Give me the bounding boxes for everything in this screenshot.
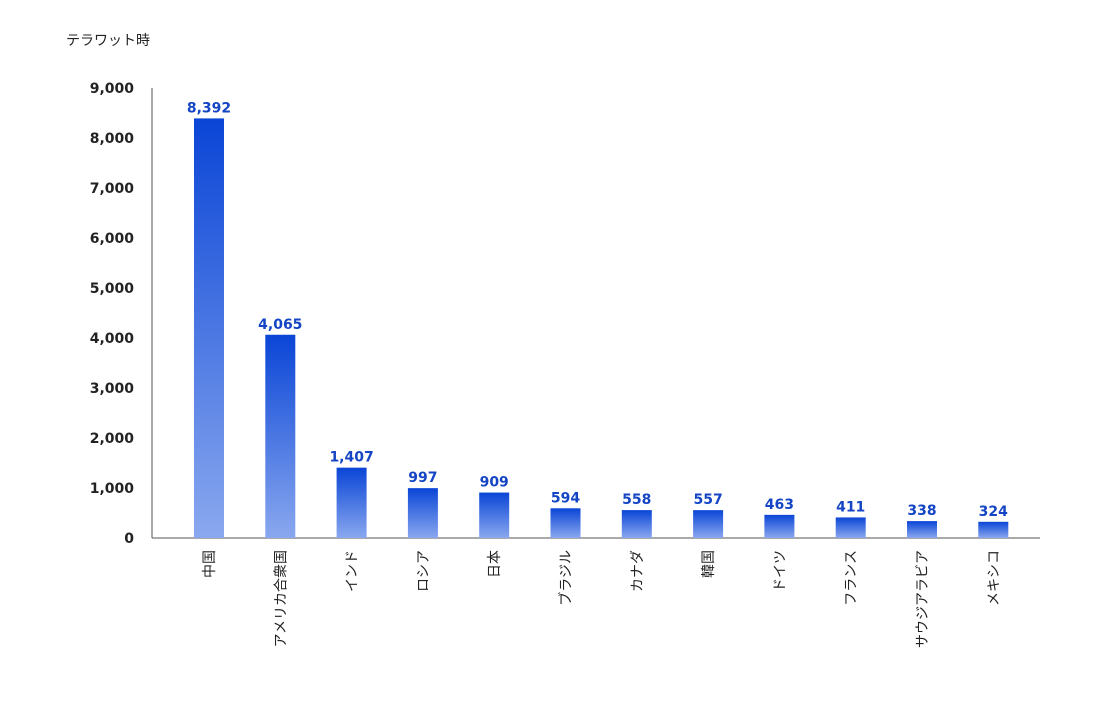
bar-value-label: 558: [622, 492, 651, 508]
category-label: ロシア: [416, 550, 432, 592]
y-tick-label: 5,000: [90, 281, 135, 297]
bar: [194, 118, 224, 539]
category-label: 中国: [202, 550, 218, 578]
category-label: フランス: [844, 550, 860, 606]
y-tick-label: 2,000: [90, 431, 135, 447]
bar: [835, 517, 866, 538]
y-tick-label: 1,000: [90, 481, 135, 497]
y-tick-label: 3,000: [90, 381, 135, 397]
y-axis-ticks: 0 1,000 2,000 3,000 4,000 5,000 6,000 7,000 8,00…: [90, 81, 135, 547]
bar: [764, 514, 795, 538]
bar: [978, 521, 1009, 538]
bar-value-label: 997: [408, 470, 437, 486]
bar: [479, 492, 510, 538]
bar-value-label: 463: [765, 497, 794, 513]
bar: [621, 510, 652, 538]
bar-value-label: 8,392: [187, 100, 231, 116]
category-label: 日本: [487, 550, 503, 578]
bar-value-label: 557: [693, 492, 722, 508]
bar: [907, 521, 937, 538]
bar: [265, 334, 296, 538]
data-labels: 8,392 4,065 1,407 997 909 594 558 557 463 411 338 3…: [187, 100, 1008, 519]
category-label: アメリカ合衆国: [273, 550, 289, 647]
category-label: カナダ: [630, 550, 646, 592]
axes: [151, 88, 1040, 539]
bar-value-label: 1,407: [329, 450, 373, 466]
y-axis-unit-label: テラワット時: [66, 33, 150, 49]
bar-value-label: 594: [551, 490, 580, 506]
y-tick-label: 6,000: [90, 231, 135, 247]
category-label: 韓国: [701, 550, 717, 578]
bar-value-label: 324: [979, 504, 1008, 520]
category-label: ドイツ: [772, 550, 788, 592]
bar-value-label: 909: [480, 475, 509, 491]
y-tick-label: 8,000: [90, 131, 135, 147]
bar: [336, 467, 367, 538]
y-tick-label: 9,000: [90, 81, 135, 97]
y-tick-label: 4,000: [90, 331, 135, 347]
bar: [693, 510, 724, 538]
category-label: インド: [345, 550, 361, 592]
bar: [550, 508, 581, 538]
bar-value-label: 411: [836, 499, 865, 515]
bar-value-label: 4,065: [258, 317, 302, 333]
bar-value-label: 338: [907, 503, 936, 519]
bar: [407, 488, 438, 538]
category-label: メキシコ: [986, 550, 1002, 606]
category-labels: 中国 アメリカ合衆国 インド ロシア 日本 ブラジル カナダ 韓国 ドイツ フランス サウジアラビア…: [202, 550, 1002, 648]
category-label: サウジアラビア: [915, 550, 931, 648]
y-tick-label: 7,000: [90, 181, 135, 197]
y-tick-label: 0: [124, 531, 134, 547]
category-label: ブラジル: [558, 550, 575, 606]
bars: [194, 118, 1009, 539]
